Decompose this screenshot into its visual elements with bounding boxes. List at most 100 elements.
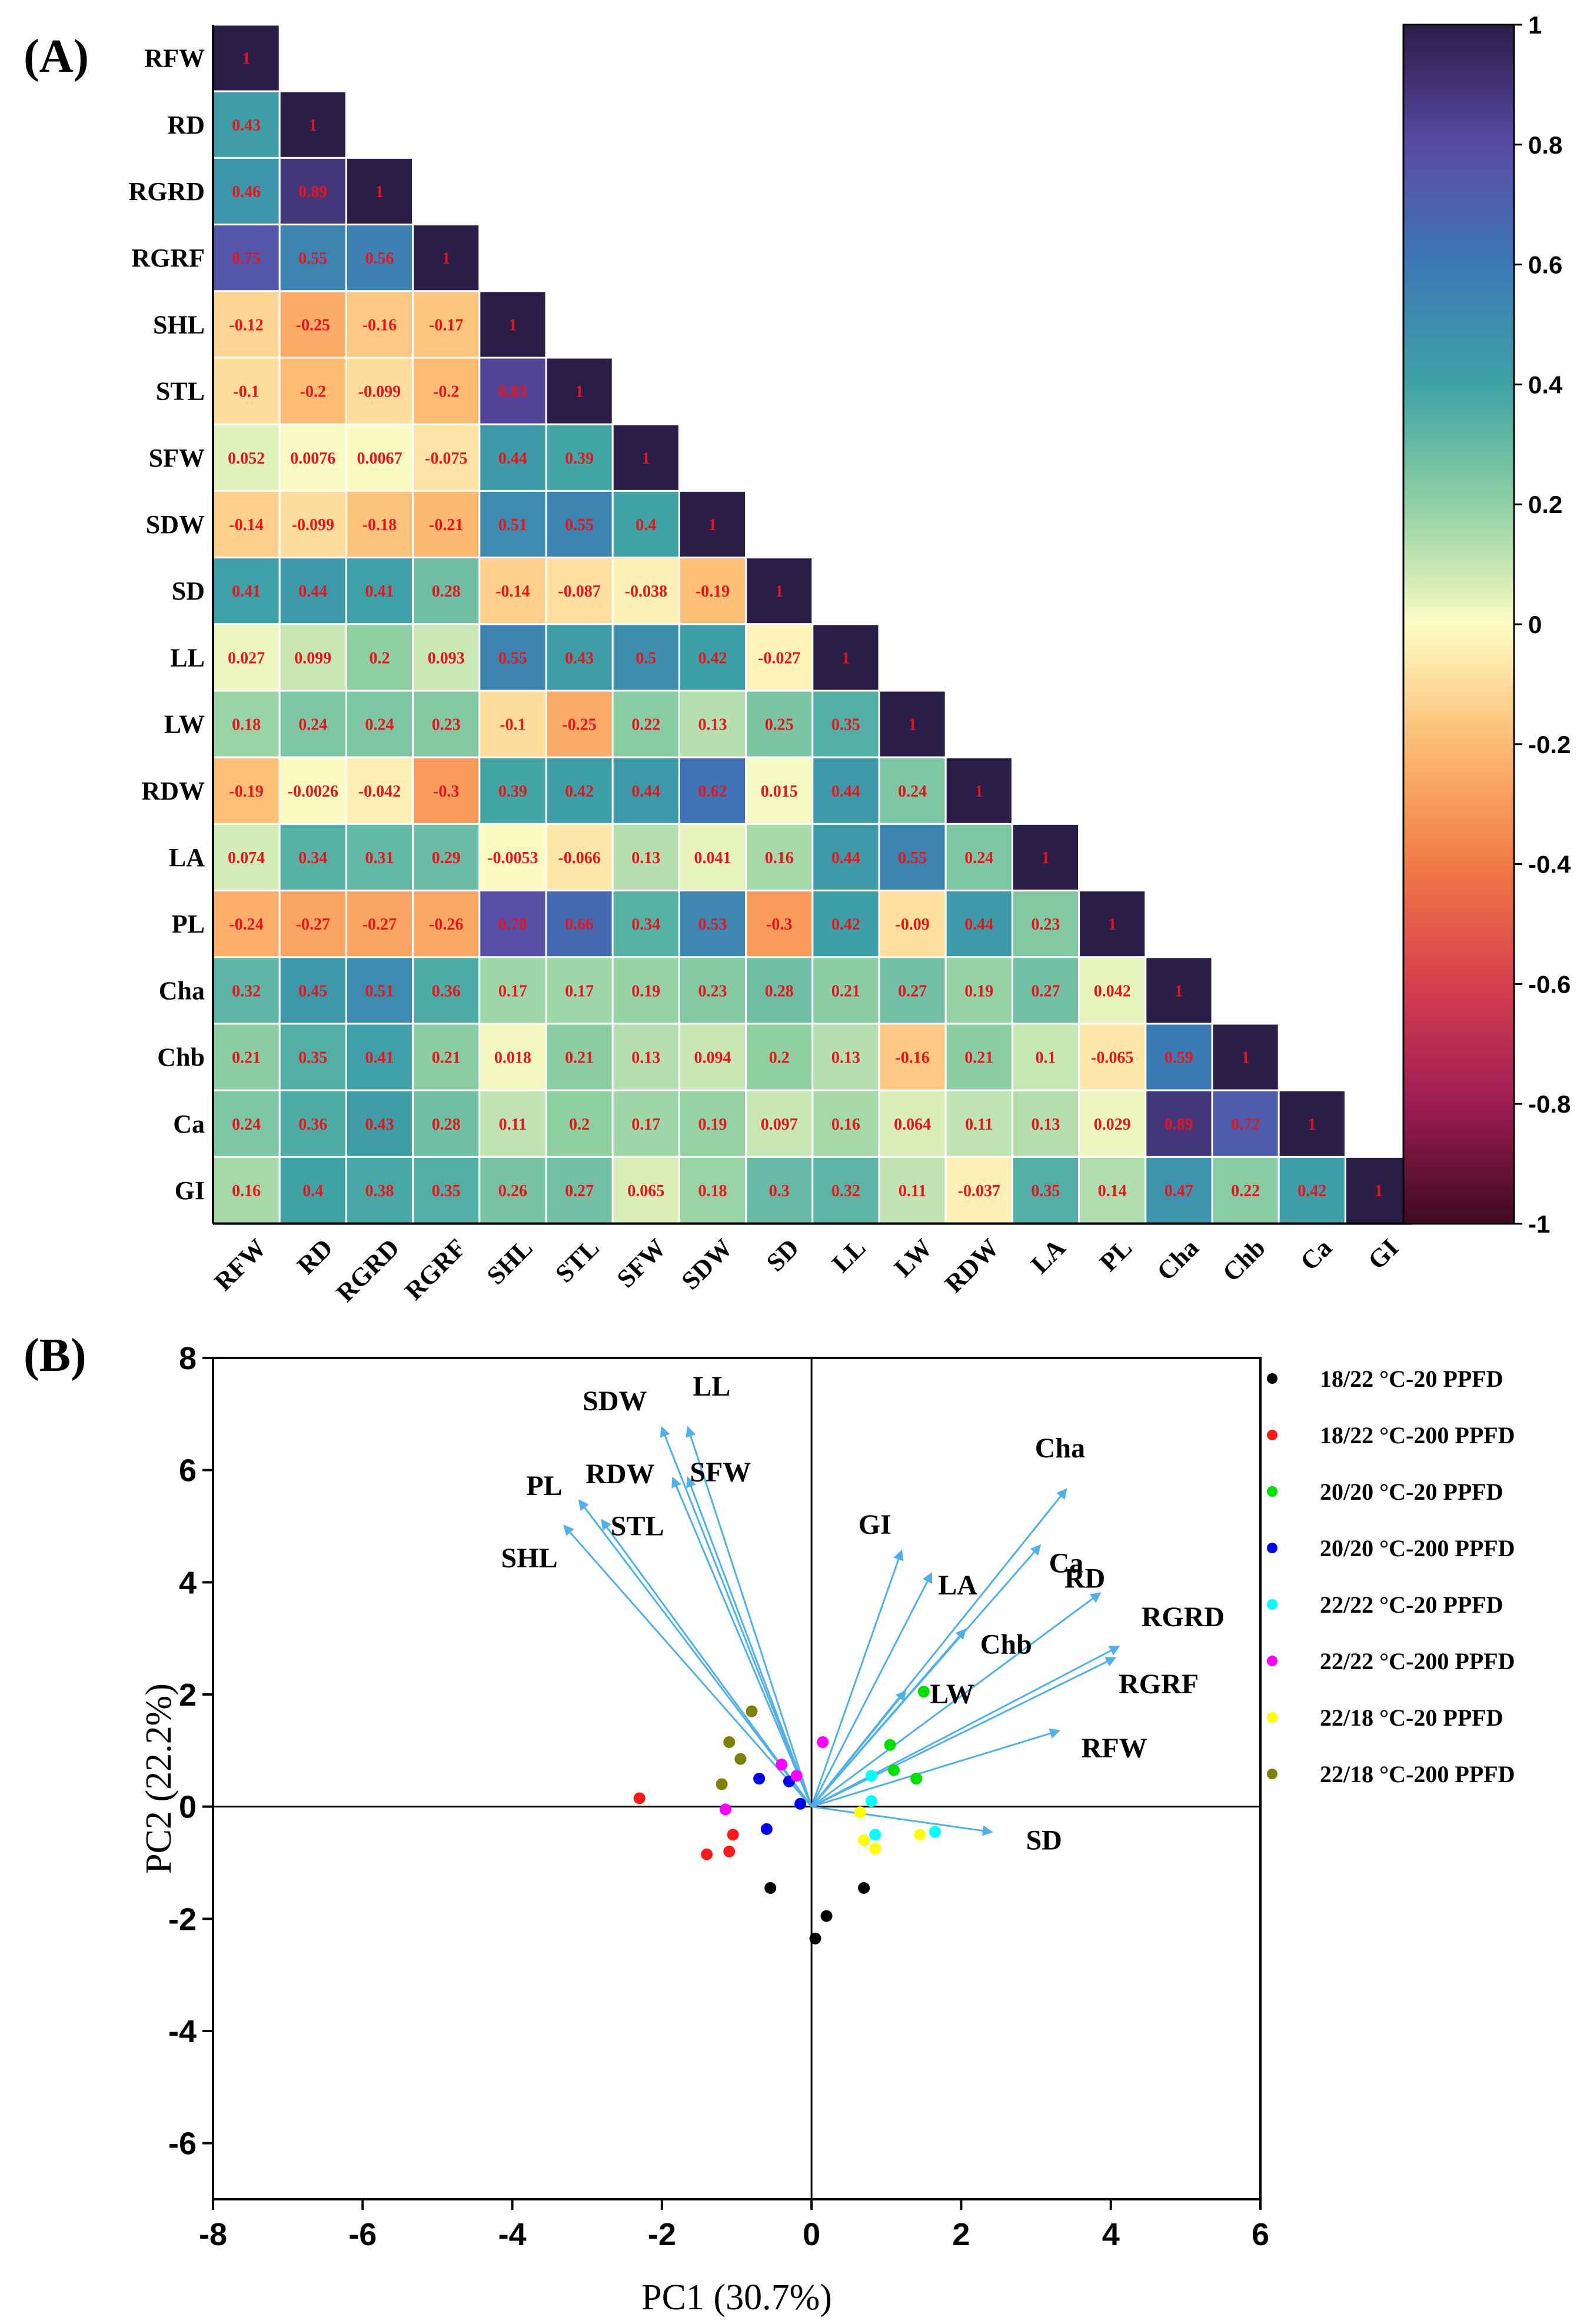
heatmap-cell-value: 1 — [775, 582, 783, 601]
heatmap-cell-value: 0.41 — [365, 582, 394, 601]
legend-marker — [1267, 1430, 1277, 1440]
heatmap-cell-value: 0.16 — [831, 1116, 860, 1134]
heatmap-cell-value: 0.21 — [232, 1049, 261, 1067]
heatmap-cell-value: 0.43 — [232, 116, 261, 135]
heatmap-cell — [1078, 1089, 1147, 1158]
heatmap-cell — [545, 423, 614, 492]
loading-label: RGRF — [1119, 1669, 1199, 1700]
heatmap-cell-value: 0.2 — [569, 1116, 590, 1134]
x-tick-label: 6 — [1252, 2217, 1269, 2252]
heatmap-cell — [545, 1023, 614, 1091]
loading-arrow — [811, 1646, 1120, 1807]
heatmap-cell-value: 0.4 — [636, 516, 656, 534]
score-point — [854, 1806, 866, 1819]
heatmap-cell-value: -0.099 — [358, 383, 401, 401]
heatmap-cell-value: 0.42 — [565, 783, 594, 801]
heatmap-cell — [1078, 890, 1147, 958]
heatmap-cell — [412, 290, 481, 359]
legend: 18/22 °C-20 PPFD 18/22 °C-200 PPFD 20/20 °… — [1267, 1366, 1515, 1787]
heatmap-cell — [611, 1156, 680, 1225]
heatmap-cell-value: 0.44 — [498, 450, 527, 468]
heatmap-cell-value: -0.0053 — [487, 849, 538, 867]
loading-arrows: SDW LL RDW SFW PL STL SHL Cha Ca GI LA RD Chb RGRD RGR… — [501, 1371, 1225, 1856]
heatmap-cell-value: 0.23 — [698, 982, 727, 1000]
heatmap-cell-value: 0.11 — [965, 1116, 993, 1134]
heatmap-cell-value: 0.19 — [964, 982, 993, 1000]
heatmap-cell — [478, 890, 547, 958]
heatmap-cell-value: 0.44 — [631, 783, 660, 801]
colorbar-tick-label: 0.4 — [1528, 371, 1563, 398]
score-point — [701, 1848, 713, 1860]
heatmap-cell-value: 0.24 — [964, 849, 993, 867]
heatmap-cell — [745, 1023, 814, 1091]
heatmap-cell-value: -0.2 — [433, 383, 459, 401]
heatmap-cell-value: -0.19 — [229, 783, 263, 801]
heatmap-cell — [678, 1023, 747, 1091]
loading-label: Cha — [1035, 1433, 1085, 1464]
heatmap-cell-value: 0.052 — [228, 450, 265, 468]
score-point — [776, 1759, 788, 1771]
heatmap-cell-value: 0.28 — [432, 1116, 461, 1134]
heatmap-cell-value: 0.18 — [698, 1182, 727, 1200]
heatmap-cell-value: 1 — [708, 516, 717, 534]
pca-biplot: -8 -6 -4 -2 0 2 4 6 -6 -4 -2 0 2 4 6 8 SDW LL RDW SFW PL STL… — [139, 1341, 1269, 2318]
heatmap-cell — [1145, 1089, 1213, 1158]
heatmap-cell-value: 0.45 — [298, 982, 327, 1000]
score-point — [817, 1736, 829, 1749]
heatmap-cell-value: 0.018 — [494, 1049, 531, 1067]
heatmap-cell-value: 0.39 — [565, 450, 594, 468]
heatmap-cell-value: 0.13 — [631, 1049, 660, 1067]
heatmap-cell-value: 1 — [242, 50, 251, 68]
heatmap-cell-value: 0.21 — [432, 1049, 461, 1067]
heatmap-cell — [545, 557, 614, 625]
heatmap-cell — [611, 823, 680, 892]
heatmap-cell-value: 0.35 — [1032, 1182, 1060, 1200]
heatmap-cell-value: -0.21 — [429, 516, 463, 534]
heatmap-cell — [611, 890, 680, 958]
heatmap-cell — [345, 956, 414, 1025]
heatmap-cell — [278, 756, 347, 825]
heatmap-cell-value: 0.1 — [1036, 1049, 1056, 1067]
heatmap-cell-value: 0.2 — [370, 649, 390, 667]
heatmap-cell — [412, 890, 481, 958]
heatmap-cell-value: 0.042 — [1094, 982, 1131, 1000]
x-tick-label: -4 — [498, 2217, 527, 2252]
heatmap-cell-value: 0.59 — [1165, 1049, 1193, 1067]
heatmap-cell-value: 0.11 — [899, 1182, 926, 1200]
heatmap-cell — [478, 823, 547, 892]
heatmap-row-label: Chb — [157, 1043, 205, 1072]
heatmap-cell-value: 0.21 — [565, 1049, 594, 1067]
loading-arrow — [810, 1690, 907, 1807]
legend-marker — [1267, 1486, 1277, 1497]
heatmap-cell-value: 1 — [1175, 982, 1183, 1000]
heatmap-col-label: LW — [889, 1233, 938, 1283]
heatmap-cell — [811, 623, 880, 692]
loading-label: SDW — [583, 1386, 647, 1417]
heatmap-row-label: RGRD — [128, 177, 205, 206]
legend-marker — [1267, 1373, 1277, 1384]
score-points — [633, 1686, 941, 1945]
heatmap-cell-value: -0.26 — [429, 915, 463, 934]
heatmap-cell-value: 1 — [575, 383, 584, 401]
heatmap-cell — [678, 1156, 747, 1225]
legend-marker — [1267, 1543, 1277, 1553]
heatmap-cell — [345, 490, 414, 559]
colorbar-gradient — [1402, 24, 1515, 1225]
score-point — [884, 1739, 896, 1751]
heatmap-col-label: RD — [291, 1233, 338, 1280]
heatmap-cell-value: -0.27 — [296, 915, 330, 934]
heatmap-cell — [745, 756, 814, 825]
heatmap-cell-value: 0.42 — [698, 649, 727, 667]
heatmap-cell-value: 0.89 — [1165, 1116, 1193, 1134]
loading-arrow — [578, 1499, 813, 1807]
score-point — [820, 1910, 833, 1922]
heatmap-cell — [278, 1156, 347, 1225]
heatmap-cell — [212, 490, 281, 559]
loading-label: RGRD — [1142, 1602, 1225, 1633]
legend-entry: 22/22 °C-20 PPFD — [1320, 1591, 1503, 1618]
y-tick-label: -6 — [168, 2126, 197, 2162]
heatmap-cell-value: 0.43 — [565, 649, 594, 667]
heatmap-cell-value: -0.037 — [958, 1182, 1000, 1200]
heatmap-cell-value: 0.21 — [831, 982, 860, 1000]
